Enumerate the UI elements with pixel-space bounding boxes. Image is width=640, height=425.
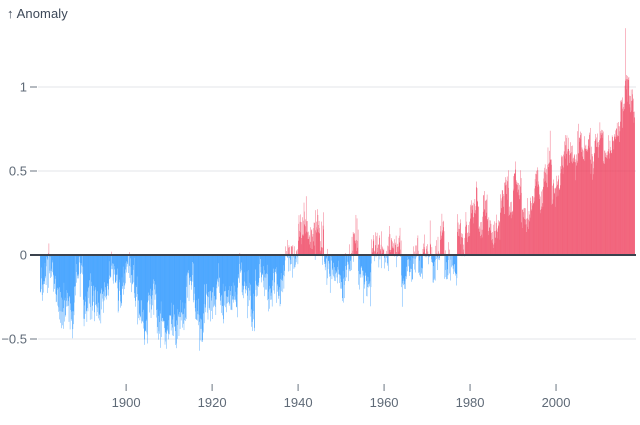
x-tick-label: 2000 bbox=[542, 395, 571, 410]
x-tick-label: 1940 bbox=[284, 395, 313, 410]
y-tick-label: −0.5 bbox=[1, 331, 27, 346]
y-tick-label: 0 bbox=[20, 247, 27, 262]
x-tick-label: 1920 bbox=[198, 395, 227, 410]
x-tick-label: 1980 bbox=[456, 395, 485, 410]
x-tick-label: 1900 bbox=[112, 395, 141, 410]
bars-group bbox=[40, 28, 635, 351]
y-axis-title: ↑ Anomaly bbox=[7, 6, 68, 21]
y-tick-label: 0.5 bbox=[9, 163, 27, 178]
y-tick-label: 1 bbox=[20, 79, 27, 94]
x-tick-label: 1960 bbox=[370, 395, 399, 410]
